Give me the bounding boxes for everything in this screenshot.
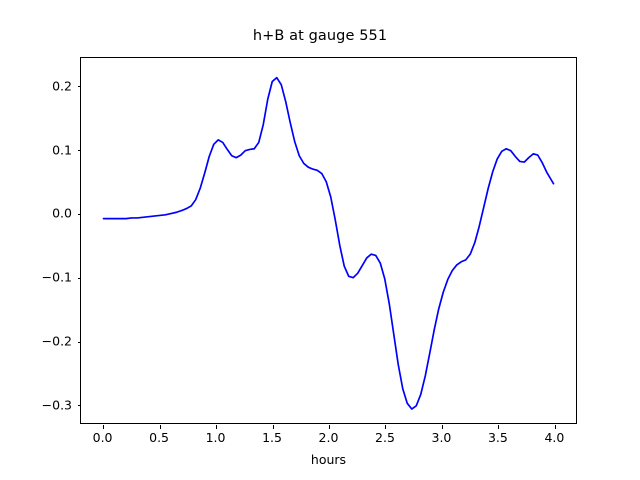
x-tick-label: 1.5 <box>262 430 282 445</box>
y-tick-mark <box>77 150 81 152</box>
x-tick-label: 0.5 <box>149 430 170 445</box>
x-tick-mark <box>272 425 274 429</box>
y-tick-label: 0.1 <box>52 142 72 158</box>
y-tick-label: −0.2 <box>41 333 72 349</box>
x-tick-mark <box>498 425 500 429</box>
x-tick-label: 3.5 <box>487 430 508 445</box>
y-tick-mark <box>77 405 81 407</box>
x-tick-mark <box>216 425 218 429</box>
x-axis-tick-labels: 0.0 0.5 1.0 1.5 2.0 2.5 3.0 3.5 4.0 <box>80 430 577 448</box>
y-tick-mark <box>77 277 81 279</box>
x-tick-mark <box>329 425 330 429</box>
x-axis-label: hours <box>310 452 347 467</box>
y-tick-label: −0.3 <box>41 397 72 413</box>
plot-area <box>77 57 577 429</box>
x-tick-mark <box>554 425 556 429</box>
x-tick-mark <box>385 425 387 429</box>
y-tick-mark <box>77 86 81 88</box>
y-tick-label: −0.1 <box>41 269 72 285</box>
x-tick-label: 0.0 <box>92 430 113 445</box>
x-tick-label: 2.0 <box>318 430 339 445</box>
y-tick-label: 0.0 <box>52 205 72 221</box>
y-tick-mark <box>77 213 81 215</box>
x-tick-label: 4.0 <box>544 430 565 445</box>
x-tick-label: 2.5 <box>375 430 395 445</box>
x-tick-mark <box>103 425 105 429</box>
y-axis-tick-labels: 0.2 0.1 0.0 −0.1 −0.2 −0.3 <box>20 57 72 424</box>
x-tick-label: 3.0 <box>431 430 452 445</box>
data-series-line <box>102 76 555 410</box>
chart-title: h+B at gauge 551 <box>252 28 388 44</box>
y-tick-mark <box>77 341 81 343</box>
x-tick-label: 1.0 <box>205 430 226 445</box>
line-chart-svg <box>102 76 555 410</box>
x-tick-mark <box>441 425 443 429</box>
x-tick-mark <box>159 425 161 429</box>
y-tick-label: 0.2 <box>52 78 72 94</box>
